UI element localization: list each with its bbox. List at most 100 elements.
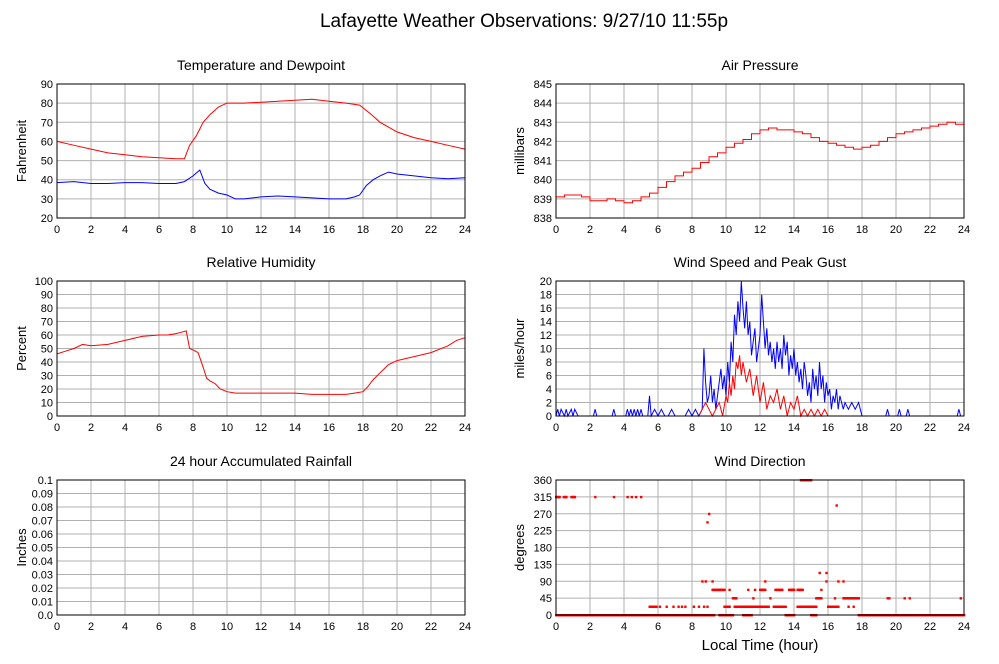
wind-direction-point	[857, 597, 860, 600]
x-tick-label: 8	[689, 621, 695, 633]
y-axis-label: miles/hour	[512, 318, 527, 379]
x-tick-label: 12	[754, 422, 766, 434]
x-tick-label: 16	[822, 621, 834, 633]
y-tick-label: 40	[41, 175, 53, 187]
x-tick-label: 0	[553, 224, 559, 236]
wind-direction-point	[558, 495, 561, 499]
x-tick-label: 14	[788, 621, 800, 633]
y-tick-label: 180	[534, 543, 552, 555]
x-tick-label: 14	[289, 224, 301, 236]
y-tick-label: 0.07	[32, 516, 53, 528]
wind-direction-point	[903, 597, 906, 600]
x-tick-label: 6	[655, 224, 661, 236]
x-tick-label: 14	[788, 422, 800, 434]
y-tick-label: 0.03	[32, 570, 53, 582]
y-tick-label: 135	[534, 559, 552, 571]
y-tick-label: 90	[41, 290, 53, 302]
x-tick-label: 14	[289, 621, 301, 633]
wind-direction-point	[697, 605, 701, 608]
y-tick-label: 0.09	[32, 489, 53, 501]
wind-direction-point	[837, 605, 840, 608]
y-tick-label: 20	[540, 276, 552, 288]
plot-frame	[56, 83, 466, 219]
x-tick-label: 20	[391, 224, 403, 236]
x-tick-label: 18	[856, 621, 868, 633]
y-tick-label: 2	[546, 398, 552, 410]
plot-frame	[555, 479, 965, 616]
wind-direction-point	[630, 495, 634, 499]
x-tick-label: 18	[357, 621, 369, 633]
x-tick-label: 24	[459, 224, 471, 236]
y-tick-label: 80	[41, 98, 53, 110]
series-line-temp-0	[56, 98, 466, 160]
y-tick-label: 0.0	[38, 610, 53, 622]
wind-direction-point	[959, 597, 962, 600]
wind-direction-point	[764, 580, 767, 583]
x-tick-label: 0	[54, 224, 60, 236]
wind-direction-point	[908, 597, 911, 600]
x-tick-label: 12	[754, 224, 766, 236]
y-tick-label: 12	[540, 330, 552, 342]
wind-direction-point	[847, 605, 850, 608]
x-tick-label: 22	[425, 621, 437, 633]
x-tick-label: 6	[156, 224, 162, 236]
x-tick-label: 24	[958, 621, 970, 633]
y-tick-label: 40	[41, 357, 53, 369]
x-tick-label: 0	[553, 621, 559, 633]
y-tick-label: 0.05	[32, 543, 53, 555]
x-tick-label: 2	[88, 621, 94, 633]
x-tick-label: 10	[720, 224, 732, 236]
y-tick-label: 838	[534, 213, 552, 225]
x-tick-label: 24	[958, 224, 970, 236]
wind-direction-point	[680, 605, 684, 608]
x-tick-label: 10	[720, 621, 732, 633]
x-tick-label: 22	[924, 422, 936, 434]
y-tick-label: 50	[41, 156, 53, 168]
x-tick-label: 20	[890, 621, 902, 633]
y-axis-label: Fahrenheit	[14, 120, 29, 183]
wind-direction-point	[815, 605, 818, 608]
x-tick-label: 6	[655, 422, 661, 434]
y-tick-label: 844	[534, 98, 552, 110]
wind-direction-point	[774, 588, 777, 592]
wind-direction-point	[842, 580, 845, 583]
wind-direction-point	[594, 495, 597, 499]
plot-frame	[56, 479, 466, 616]
chart-title: 24 hour Accumulated Rainfall	[170, 453, 352, 469]
x-axis-label: Local Time (hour)	[702, 637, 819, 654]
wind-direction-point	[634, 495, 638, 499]
page-title: Lafayette Weather Observations: 9/27/10 …	[320, 11, 728, 32]
x-tick-label: 20	[890, 422, 902, 434]
y-tick-label: 60	[41, 136, 53, 148]
wind-direction-point	[677, 605, 680, 608]
series-line-rh-0	[56, 330, 466, 395]
wind-direction-point	[835, 504, 838, 507]
wind-direction-point	[702, 605, 706, 608]
x-tick-label: 16	[323, 621, 335, 633]
x-tick-label: 18	[856, 224, 868, 236]
y-tick-label: 841	[534, 156, 552, 168]
x-tick-label: 20	[391, 621, 403, 633]
wind-direction-point	[784, 605, 787, 608]
plot-frame	[56, 280, 466, 417]
y-tick-label: 839	[534, 194, 552, 206]
wind-direction-point	[728, 588, 731, 592]
y-tick-label: 30	[41, 194, 53, 206]
wind-direction-point	[888, 597, 891, 600]
y-tick-label: 360	[534, 475, 552, 487]
x-tick-label: 8	[689, 224, 695, 236]
y-tick-label: 10	[41, 398, 53, 410]
wind-direction-point	[706, 521, 709, 524]
x-tick-label: 14	[289, 422, 301, 434]
x-tick-label: 10	[221, 224, 233, 236]
x-tick-label: 4	[122, 422, 128, 434]
y-tick-label: 0.1	[38, 475, 53, 487]
x-tick-label: 22	[425, 224, 437, 236]
x-tick-label: 8	[689, 422, 695, 434]
